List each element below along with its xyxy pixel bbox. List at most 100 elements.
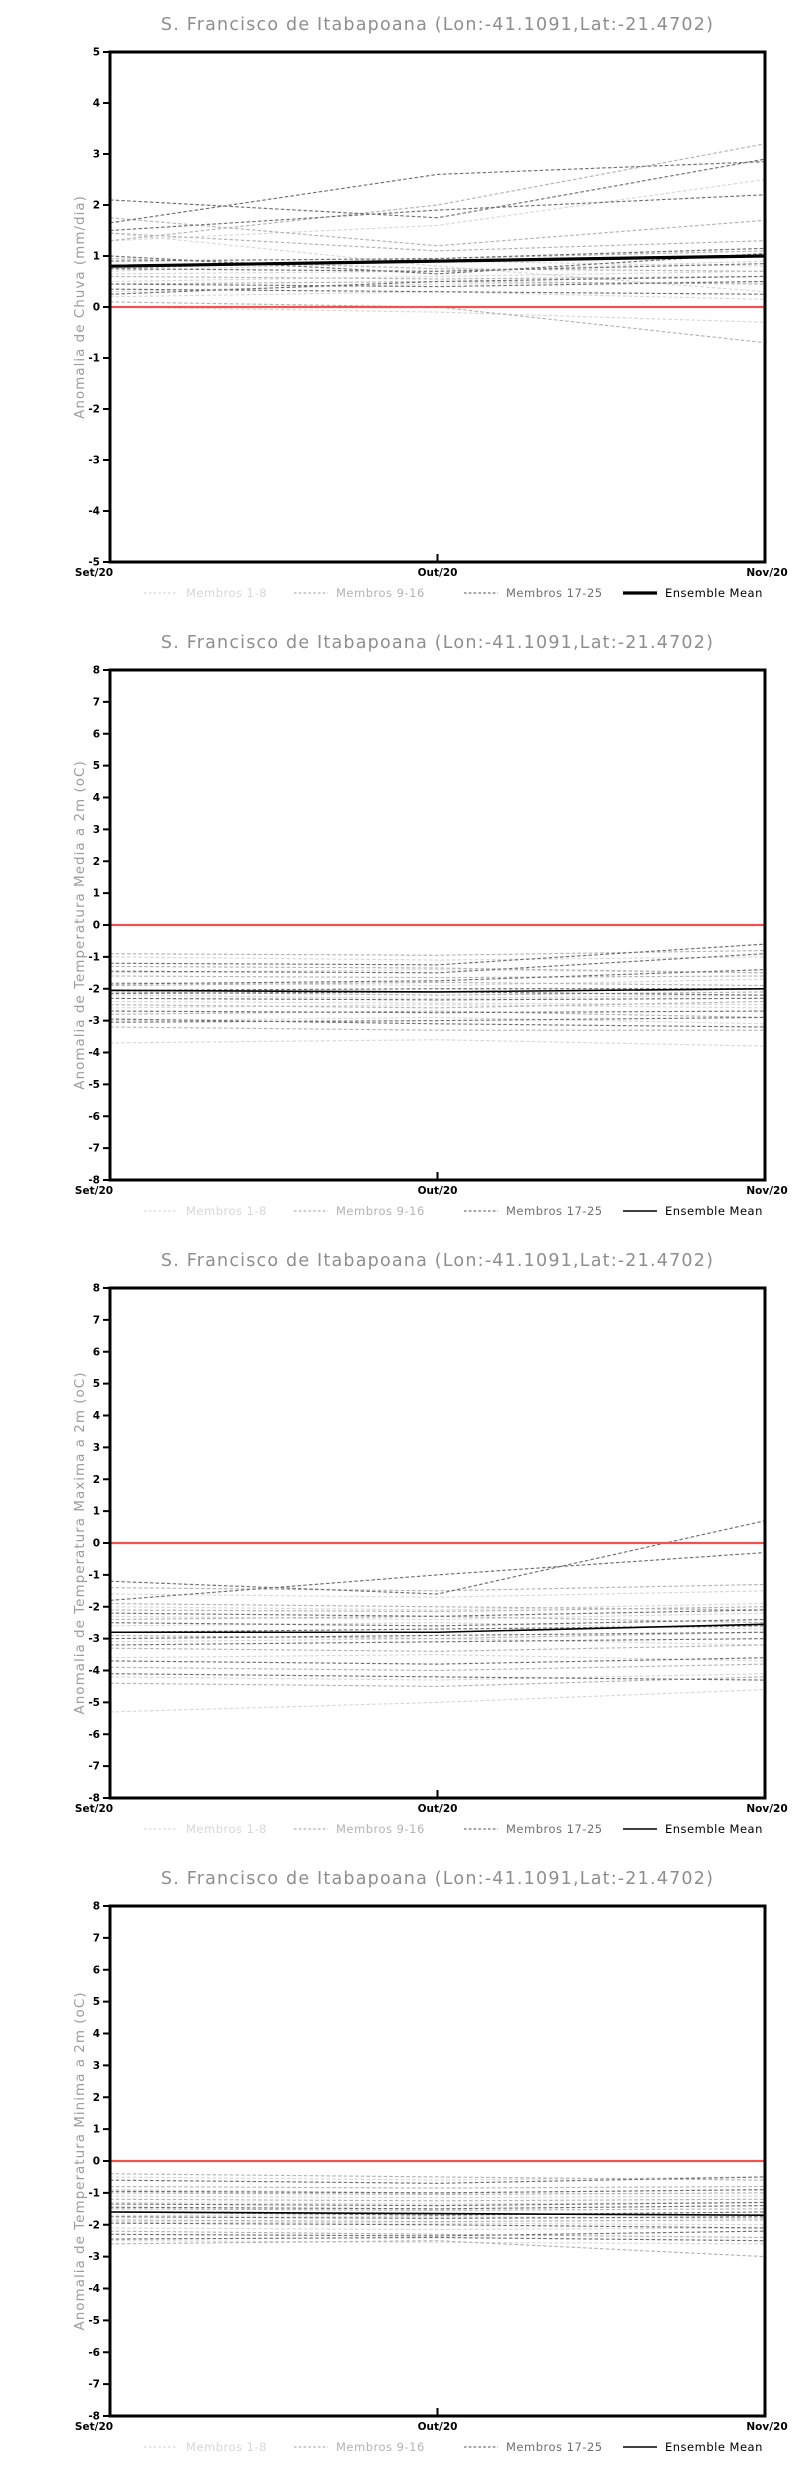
legend: Membros 1-8 Membros 9-16 Membros 17-25 Ense… xyxy=(144,2440,763,2454)
member-line xyxy=(109,965,766,974)
y-tick-label: -3 xyxy=(88,1015,100,1027)
chart-title: S. Francisco de Itabapoana (Lon:-41.1091… xyxy=(161,1251,714,1271)
member-line xyxy=(109,1631,766,1640)
legend-label: Membros 9-16 xyxy=(336,2440,425,2454)
member-line xyxy=(109,997,766,1001)
y-tick-label: -2 xyxy=(88,2219,100,2231)
member-line xyxy=(109,1004,766,1009)
y-tick-label: -3 xyxy=(88,455,100,467)
chart-canvas: S. Francisco de Itabapoana (Lon:-41.1091… xyxy=(72,633,788,1218)
member-line xyxy=(109,969,766,985)
y-axis: -8 -7 -6 -5 -4 -3 -2 -1 0 1 2 3 4 5 6 7 8 xyxy=(88,665,109,1187)
y-tick-label: 0 xyxy=(93,920,100,932)
member-line xyxy=(109,2220,766,2226)
member-line xyxy=(109,1551,766,1601)
y-tick-label: 0 xyxy=(93,1538,100,1550)
legend-label: Membros 1-8 xyxy=(186,586,267,600)
member-line xyxy=(109,1583,766,1592)
y-tick-label: 5 xyxy=(93,47,100,59)
member-lines-m1_8 xyxy=(109,178,766,323)
x-axis: Set/20 Out/20 Nov/20 xyxy=(75,1172,788,1197)
chart-canvas: S. Francisco de Itabapoana (Lon:-41.1091… xyxy=(72,1869,788,2454)
member-lines-m17_25 xyxy=(109,943,766,1028)
member-line xyxy=(109,1657,766,1665)
member-line xyxy=(109,232,766,252)
x-tick-label: Set/20 xyxy=(75,567,113,579)
legend-label: Ensemble Mean xyxy=(665,2440,763,2454)
y-tick-label: 7 xyxy=(93,1932,100,1944)
x-axis: Set/20 Out/20 Nov/20 xyxy=(75,2408,788,2433)
y-tick-label: 8 xyxy=(93,1901,100,1913)
member-line xyxy=(109,275,766,280)
member-line xyxy=(109,2216,766,2219)
y-tick-label: 8 xyxy=(93,1283,100,1295)
member-line xyxy=(109,1638,766,1646)
member-line xyxy=(109,143,766,242)
panel-anomalia-chuva: S. Francisco de Itabapoana (Lon:-41.1091… xyxy=(0,0,800,618)
plot-frame xyxy=(108,1286,767,1800)
member-line xyxy=(109,1625,766,1633)
y-tick-label: -4 xyxy=(88,1047,100,1059)
y-tick-label: -7 xyxy=(88,1143,100,1155)
member-line xyxy=(109,280,766,288)
member-line xyxy=(109,178,766,242)
member-line xyxy=(109,280,766,293)
member-line xyxy=(109,288,766,295)
y-tick-label: 5 xyxy=(93,1996,100,2008)
x-tick-label: Out/20 xyxy=(418,1185,458,1197)
member-line xyxy=(109,2173,766,2181)
y-tick-label: -7 xyxy=(88,2379,100,2391)
member-lines-m17_25 xyxy=(109,158,766,295)
y-tick-label: -1 xyxy=(88,1569,100,1581)
y-tick-label: -3 xyxy=(88,1633,100,1645)
y-tick-label: 2 xyxy=(93,2092,100,2104)
member-line xyxy=(109,1606,766,1613)
y-tick-label: 2 xyxy=(93,1474,100,1486)
member-line xyxy=(109,2222,766,2229)
member-line xyxy=(109,1016,766,1023)
legend: Membros 1-8 Membros 9-16 Membros 17-25 Ense… xyxy=(144,586,762,600)
y-tick-label: -8 xyxy=(88,1793,100,1805)
chart-canvas: S. Francisco de Itabapoana (Lon:-41.1091… xyxy=(72,1251,788,1836)
y-tick-label: -4 xyxy=(88,506,100,518)
member-line xyxy=(109,1631,766,1640)
member-line xyxy=(109,2176,766,2184)
member-line xyxy=(109,981,766,987)
chart-anomalia-temperatura-minima: S. Francisco de Itabapoana (Lon:-41.1091… xyxy=(0,1854,800,2472)
member-line xyxy=(109,232,766,293)
y-tick-label: 3 xyxy=(93,1442,100,1454)
x-tick-label: Nov/20 xyxy=(746,567,787,579)
member-line xyxy=(109,1644,766,1652)
x-axis: Set/20 Out/20 Nov/20 xyxy=(75,554,788,579)
y-tick-label: -4 xyxy=(88,2283,100,2295)
member-line xyxy=(109,1602,766,1611)
y-tick-label: 0 xyxy=(93,302,100,314)
member-line xyxy=(109,1018,766,1028)
member-line xyxy=(109,263,766,272)
member-line xyxy=(109,1010,766,1019)
member-line xyxy=(109,1590,766,1598)
y-tick-label: -1 xyxy=(88,353,100,365)
y-tick-label: -8 xyxy=(88,1175,100,1187)
ensemble-mean-line xyxy=(110,1623,766,1634)
member-line xyxy=(109,217,766,247)
member-line xyxy=(109,1618,766,1627)
member-line xyxy=(109,158,766,219)
legend-label: Membros 1-8 xyxy=(186,1822,267,1836)
member-line xyxy=(109,1026,765,1031)
x-tick-label: Out/20 xyxy=(418,2421,458,2433)
y-tick-label: 2 xyxy=(93,856,100,868)
member-line xyxy=(109,252,766,275)
member-lines-m9_16 xyxy=(109,2173,766,2258)
member-line xyxy=(109,2236,766,2242)
chart-anomalia-temperatura-maxima: S. Francisco de Itabapoana (Lon:-41.1091… xyxy=(0,1236,800,1854)
ensemble-mean-line xyxy=(109,254,766,268)
y-tick-label: -2 xyxy=(88,404,100,416)
member-line xyxy=(109,1689,766,1713)
member-line xyxy=(109,2214,766,2219)
y-axis-label: Anomalia de Temperatura Minima a 2m (oC) xyxy=(72,1991,88,2330)
member-line xyxy=(109,1676,766,1688)
y-tick-label: 3 xyxy=(93,149,100,161)
y-tick-label: -8 xyxy=(88,2411,100,2423)
member-lines-m17_25 xyxy=(109,1520,766,1681)
